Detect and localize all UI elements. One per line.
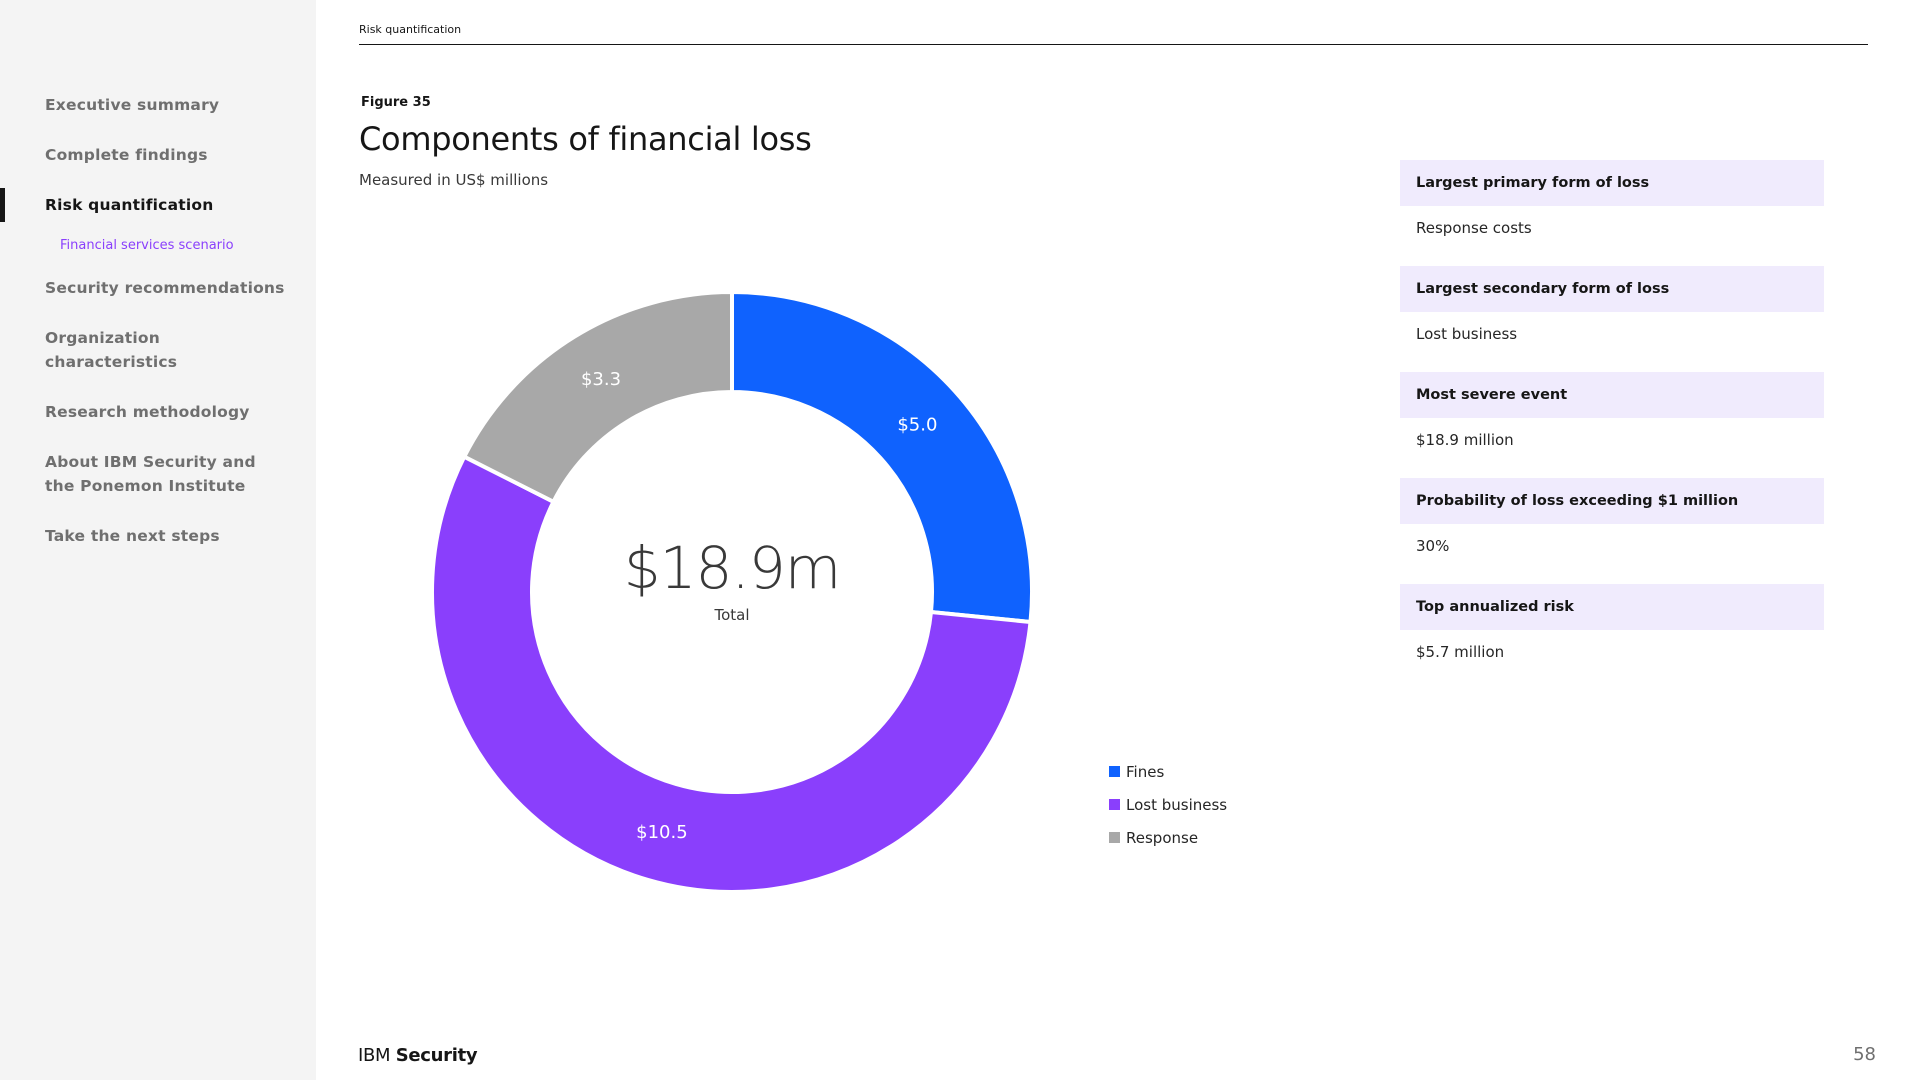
sidebar-item-research-methodology[interactable]: Research methodology	[45, 403, 250, 421]
finding-card: Largest secondary form of loss Lost busi…	[1400, 266, 1824, 372]
page-number: 58	[1853, 1044, 1876, 1065]
chart-center-label: Total	[714, 606, 750, 624]
sidebar: Executive summary Complete findings Risk…	[0, 0, 316, 1080]
finding-value: Lost business	[1416, 325, 1518, 343]
finding-value: $5.7 million	[1416, 643, 1505, 661]
logo-prefix: IBM	[358, 1045, 391, 1066]
finding-card: Top annualized risk $5.7 million	[1400, 584, 1824, 690]
sidebar-item-security-recommendations[interactable]: Security recommendations	[45, 279, 285, 297]
figure-subtitle: Measured in US$ millions	[359, 171, 549, 189]
section-header-label: Risk quantification	[359, 23, 462, 36]
figure-title: Components of financial loss	[359, 120, 812, 158]
logo-name: Security	[395, 1045, 478, 1066]
sidebar-item-organization-characteristics[interactable]: Organization characteristics	[45, 329, 178, 371]
finding-value: 30%	[1416, 537, 1450, 555]
sidebar-nav: Executive summary Complete findings Risk…	[0, 80, 316, 561]
finding-value: Response costs	[1416, 219, 1532, 237]
sidebar-item-take-next-steps[interactable]: Take the next steps	[45, 527, 220, 545]
donut-slice-fines	[730, 289, 1034, 625]
legend-swatch	[1109, 766, 1120, 777]
legend-label: Fines	[1126, 762, 1165, 781]
header-divider	[359, 44, 1868, 45]
chart-legend: Fines Lost business Response	[1109, 755, 1227, 854]
sidebar-item-risk-quantification[interactable]: Risk quantification	[0, 180, 316, 230]
finding-value: $18.9 million	[1416, 431, 1514, 449]
donut-slice-response	[461, 289, 734, 505]
sidebar-item-executive-summary[interactable]: Executive summary	[45, 96, 220, 114]
finding-heading: Largest primary form of loss	[1400, 160, 1824, 206]
donut-data-label: $5.0	[897, 414, 937, 435]
key-findings-panel: Largest primary form of loss Response co…	[1400, 160, 1824, 690]
sidebar-item-about-ibm-security[interactable]: About IBM Security and the Ponemon Insti…	[45, 453, 256, 495]
legend-label: Lost business	[1126, 795, 1228, 814]
sidebar-item-complete-findings[interactable]: Complete findings	[45, 146, 208, 164]
chart-center-total: $18.9m	[623, 534, 842, 602]
figure-label: Figure 35	[361, 95, 431, 110]
legend-item-lost-business: Lost business	[1109, 788, 1227, 821]
sidebar-subitem-financial-services-scenario[interactable]: Financial services scenario	[60, 238, 234, 253]
donut-data-label: $3.3	[581, 369, 621, 390]
donut-slice-lost-business	[430, 454, 1033, 894]
finding-heading: Most severe event	[1400, 372, 1824, 418]
finding-heading: Largest secondary form of loss	[1400, 266, 1824, 312]
finding-card: Most severe event $18.9 million	[1400, 372, 1824, 478]
finding-card: Largest primary form of loss Response co…	[1400, 160, 1824, 266]
legend-item-fines: Fines	[1109, 755, 1227, 788]
legend-label: Response	[1126, 828, 1199, 847]
legend-swatch	[1109, 799, 1120, 810]
donut-chart: $5.0 $10.5 $3.3	[430, 289, 1034, 894]
finding-card: Probability of loss exceeding $1 million…	[1400, 478, 1824, 584]
donut-data-label: $10.5	[636, 822, 688, 843]
finding-heading: Probability of loss exceeding $1 million	[1400, 478, 1824, 524]
finding-heading: Top annualized risk	[1400, 584, 1824, 630]
legend-swatch	[1109, 832, 1120, 843]
legend-item-response: Response	[1109, 821, 1227, 854]
ibm-security-logo: IBM Security	[358, 1045, 478, 1066]
